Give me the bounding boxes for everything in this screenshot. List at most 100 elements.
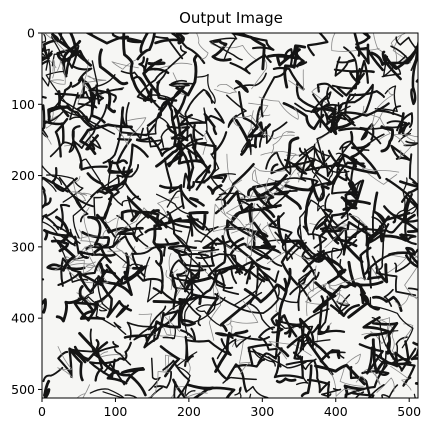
ink-stroke <box>183 225 204 271</box>
ink-stroke <box>115 137 132 178</box>
ink-stroke <box>42 185 52 207</box>
ink-stroke <box>359 120 408 145</box>
ink-stroke <box>218 192 246 199</box>
ink-stroke <box>243 261 271 282</box>
ink-stroke <box>249 291 274 331</box>
ink-stroke <box>195 250 241 276</box>
ink-stroke <box>355 375 366 383</box>
ink-stroke <box>383 193 413 222</box>
ink-stroke <box>381 384 399 398</box>
ink-stroke <box>300 364 313 398</box>
y-tick-label: 100 <box>11 97 35 112</box>
ink-stroke <box>359 246 372 281</box>
ink-stroke <box>214 274 279 314</box>
ink-stroke <box>44 109 116 135</box>
ink-stroke <box>398 131 416 159</box>
ink-stroke <box>383 233 408 242</box>
ink-stroke <box>146 371 169 398</box>
ink-stroke <box>388 246 418 269</box>
ink-stroke <box>184 335 194 363</box>
ink-stroke <box>333 144 350 185</box>
ink-stroke <box>159 184 198 208</box>
ink-stroke <box>346 221 372 275</box>
ink-stroke <box>42 50 53 62</box>
ink-stroke <box>314 363 366 386</box>
ink-stroke <box>155 193 189 215</box>
plot-frame <box>41 32 419 399</box>
ink-stroke <box>217 265 239 285</box>
ink-stroke <box>312 93 356 127</box>
ink-stroke <box>398 180 418 188</box>
ink-stroke <box>247 343 272 366</box>
ink-stroke <box>271 130 295 154</box>
ink-stroke <box>380 319 395 360</box>
ink-stroke <box>203 112 218 136</box>
ink-stroke <box>49 130 75 158</box>
ink-stroke <box>68 347 87 382</box>
ink-stroke <box>334 180 362 229</box>
ink-stroke <box>42 213 59 235</box>
ink-stroke <box>299 199 328 240</box>
ink-stroke <box>386 340 412 365</box>
ink-stroke <box>120 366 146 383</box>
ink-stroke <box>258 96 299 120</box>
ink-stroke <box>289 269 312 302</box>
ink-stroke <box>311 215 339 240</box>
ink-stroke <box>329 371 363 397</box>
ink-stroke <box>166 190 183 208</box>
ink-stroke <box>258 326 283 359</box>
ink-stroke <box>329 303 360 318</box>
ink-stroke <box>353 33 371 57</box>
ink-stroke <box>81 75 107 96</box>
ink-stroke <box>91 216 112 264</box>
ink-stroke <box>125 102 144 140</box>
ink-stroke <box>154 370 173 389</box>
ink-stroke <box>43 379 51 398</box>
ink-stroke <box>282 102 325 131</box>
ink-stroke <box>276 215 307 253</box>
ink-stroke <box>286 333 331 359</box>
ink-stroke <box>170 386 208 398</box>
ink-stroke <box>288 69 304 91</box>
ink-stroke <box>212 203 238 232</box>
ink-stroke <box>136 33 156 61</box>
ink-stroke <box>237 90 262 130</box>
ink-stroke <box>284 146 328 175</box>
ink-stroke <box>113 348 132 366</box>
ink-stroke <box>188 211 209 231</box>
ink-stroke <box>205 107 225 124</box>
ink-stroke <box>396 112 414 132</box>
ink-stroke <box>124 394 137 398</box>
ink-stroke <box>299 265 317 292</box>
ink-stroke <box>117 226 144 243</box>
ink-stroke <box>197 248 220 277</box>
ink-stroke <box>387 45 418 65</box>
ink-stroke <box>46 174 84 203</box>
ink-stroke <box>159 345 181 378</box>
ink-stroke <box>390 33 406 64</box>
ink-stroke <box>226 300 259 326</box>
ink-stroke <box>136 227 149 248</box>
y-axis: 0 100 200 300 400 500 <box>11 26 42 397</box>
y-tick-label: 200 <box>11 168 35 183</box>
ink-stroke <box>229 53 272 75</box>
ink-stroke <box>61 39 93 67</box>
ink-stroke <box>245 216 254 264</box>
ink-stroke <box>335 153 377 175</box>
ink-stroke <box>380 125 395 153</box>
image-panel <box>42 33 418 398</box>
ink-stroke <box>42 48 50 71</box>
ink-stroke <box>88 85 117 103</box>
ink-stroke <box>99 262 117 286</box>
ink-stroke <box>383 288 394 307</box>
ink-stroke <box>326 161 365 186</box>
ink-stroke <box>324 102 390 127</box>
ink-stroke <box>398 128 413 143</box>
ink-stroke <box>394 250 412 273</box>
ink-stroke <box>407 287 418 291</box>
ink-stroke <box>122 33 148 100</box>
ink-stroke <box>223 33 237 62</box>
ink-stroke <box>220 295 256 332</box>
ink-stroke <box>204 224 243 253</box>
ink-stroke <box>71 125 108 171</box>
